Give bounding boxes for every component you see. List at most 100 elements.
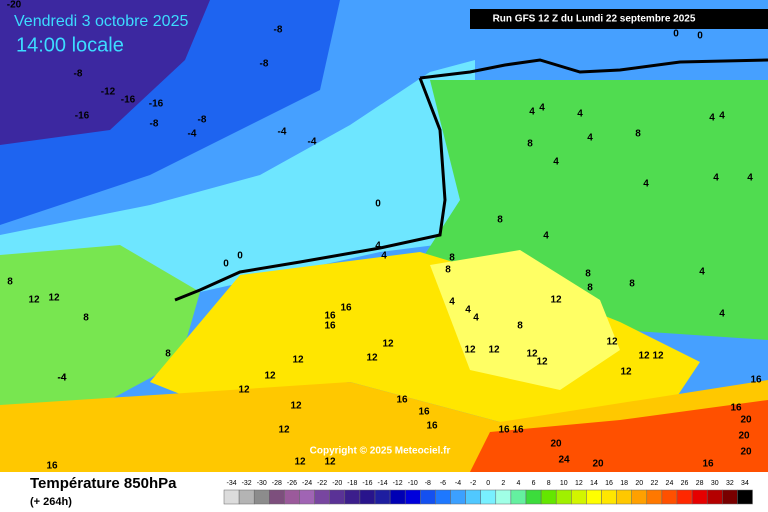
- legend-swatch: [223, 489, 240, 505]
- legend-tick-label: -6: [440, 480, 446, 487]
- legend-swatch: [329, 489, 346, 505]
- contour-label: -8: [74, 69, 83, 80]
- contour-label: 12: [464, 345, 476, 356]
- contour-label: 16: [46, 461, 58, 472]
- contour-label: 12: [536, 357, 548, 368]
- legend-tick-label: 24: [666, 480, 674, 487]
- contour-label: -8: [150, 119, 159, 130]
- legend-tick-label: -8: [425, 480, 431, 487]
- contour-label: 12: [366, 353, 378, 364]
- legend-tick-label: -14: [377, 480, 387, 487]
- contour-label: 16: [396, 395, 408, 406]
- contour-label: 12: [638, 351, 650, 362]
- legend-swatch: [646, 489, 663, 505]
- legend-swatch: [631, 489, 648, 505]
- contour-label: 12: [488, 345, 500, 356]
- contour-label: 4: [747, 173, 753, 184]
- legend-tick-label: -4: [455, 480, 461, 487]
- legend-swatch: [465, 489, 481, 505]
- contour-label: 12: [264, 371, 276, 382]
- legend-tick-label: 30: [711, 480, 719, 487]
- contour-label: 20: [738, 431, 750, 442]
- contour-label: 20: [550, 439, 562, 450]
- legend-tick-label: -12: [393, 480, 403, 487]
- date-label: Vendredi 3 octobre 2025: [14, 13, 188, 30]
- legend-swatch: [737, 489, 753, 505]
- contour-label: 4: [529, 107, 535, 118]
- time-label: 14:00 locale: [16, 34, 124, 56]
- legend-tick-label: 20: [635, 480, 643, 487]
- contour-label: -12: [101, 87, 116, 98]
- contour-label: 8: [527, 139, 533, 150]
- contour-label: 24: [558, 455, 570, 466]
- contour-label: 12: [292, 355, 304, 366]
- legend-tick-label: -10: [408, 480, 418, 487]
- legend-tick-label: -34: [226, 480, 236, 487]
- legend-swatch: [374, 489, 391, 505]
- legend-swatch: [510, 489, 527, 505]
- legend-swatch: [420, 489, 436, 505]
- contour-label: 0: [673, 29, 679, 40]
- contour-label: 8: [585, 269, 591, 280]
- legend-swatch: [389, 489, 406, 505]
- contour-label: 4: [643, 179, 649, 190]
- legend-tick-label: 10: [560, 480, 568, 487]
- copyright: Copyright © 2025 Meteociel.fr: [310, 446, 451, 457]
- contour-label: 4: [713, 173, 719, 184]
- contour-label: 8: [629, 279, 635, 290]
- legend-tick-label: 12: [575, 480, 583, 487]
- contour-label: 12: [278, 425, 290, 436]
- contour-label: 8: [517, 321, 523, 332]
- contour-label: -16: [149, 99, 164, 110]
- legend-tick-label: 6: [532, 480, 536, 487]
- contour-label: -8: [274, 25, 283, 36]
- contour-label: 4: [473, 313, 479, 324]
- contour-label: -20: [7, 0, 22, 11]
- legend-tick-label: -18: [347, 480, 357, 487]
- legend-swatch: [344, 489, 361, 505]
- contour-label: 8: [449, 253, 455, 264]
- contour-label: 8: [83, 313, 89, 324]
- contour-label: 12: [238, 385, 250, 396]
- contour-label: 4: [553, 157, 559, 168]
- contour-label: 4: [709, 113, 715, 124]
- legend-tick-label: 26: [681, 480, 689, 487]
- contour-label: 4: [587, 133, 593, 144]
- contour-label: -16: [75, 111, 90, 122]
- contour-label: 8: [7, 277, 13, 288]
- contour-label: 12: [294, 457, 306, 468]
- legend-swatch: [525, 489, 542, 505]
- legend-tick-label: 22: [650, 480, 658, 487]
- legend-swatch: [555, 489, 572, 505]
- contour-label: 0: [697, 31, 703, 42]
- zero-isotherm-boundary: [174, 58, 768, 302]
- very-cold-zone: [0, 0, 210, 145]
- contour-label: 4: [381, 251, 387, 262]
- legend-tick-label: -16: [362, 480, 372, 487]
- legend-swatch: [284, 489, 300, 505]
- legend-tick-label: -2: [470, 480, 476, 487]
- legend-tick-label: -24: [302, 480, 312, 487]
- contour-label: 12: [382, 339, 394, 350]
- contour-label: 12: [290, 401, 302, 412]
- legend-swatch: [706, 489, 723, 505]
- contour-label: 16: [498, 425, 510, 436]
- legend-tick-label: 2: [501, 480, 505, 487]
- legend-tick-label: 4: [516, 480, 520, 487]
- legend-swatch: [238, 489, 255, 505]
- legend-swatch: [540, 489, 557, 505]
- legend-swatch: [571, 489, 587, 505]
- legend-tick-label: 16: [605, 480, 613, 487]
- contour-label: -8: [260, 59, 269, 70]
- contour-label: 12: [48, 293, 60, 304]
- legend-swatch: [616, 489, 632, 505]
- contour-label: 16: [750, 375, 762, 386]
- contour-label: -4: [278, 127, 287, 138]
- contour-label: 16: [730, 403, 742, 414]
- contour-label: 12: [620, 367, 632, 378]
- warm-zone-land: [430, 250, 620, 390]
- contour-label: -16: [121, 95, 136, 106]
- legend-swatch: [450, 489, 466, 505]
- contour-label: 16: [512, 425, 524, 436]
